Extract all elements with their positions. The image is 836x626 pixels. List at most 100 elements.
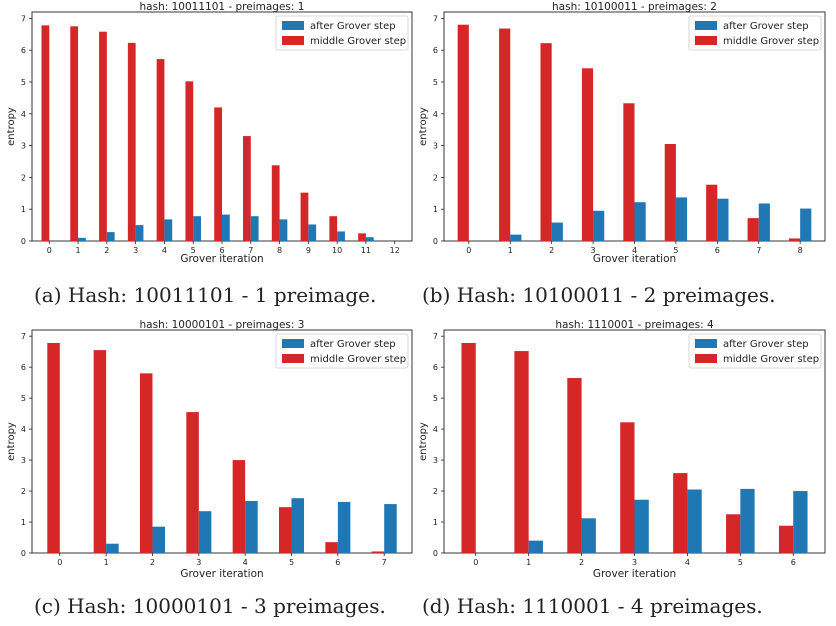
bar-middle-grover xyxy=(243,136,251,241)
bar-after-grover xyxy=(337,501,351,553)
legend-swatch-after xyxy=(282,21,304,30)
y-tick-label: 1 xyxy=(21,518,26,527)
legend-swatch-after xyxy=(282,339,304,348)
y-tick-label: 6 xyxy=(21,363,26,372)
bar-after-grover xyxy=(198,511,212,553)
bar-after-grover xyxy=(337,231,345,241)
bar-middle-grover xyxy=(371,551,385,553)
legend-label-middle: middle Grover step xyxy=(723,354,819,365)
x-tick-label: 3 xyxy=(591,246,596,255)
bar-middle-grover xyxy=(747,218,759,241)
bar-after-grover xyxy=(193,216,201,241)
bar-middle-grover xyxy=(726,514,741,553)
x-tick-label: 1 xyxy=(104,558,109,567)
caption-c: (c) Hash: 10000101 - 3 preimages. xyxy=(34,594,386,618)
y-tick-label: 7 xyxy=(21,332,26,341)
x-tick-label: 5 xyxy=(289,558,294,567)
y-tick-label: 7 xyxy=(433,332,438,341)
chart-c-plot: hash: 10000101 - preimages: 3 0 1 2 3 4 5 6 7 ent… xyxy=(6,317,413,580)
x-tick-label: 5 xyxy=(738,558,743,567)
bar-after-grover xyxy=(634,202,646,241)
legend-label-after: after Grover step xyxy=(310,21,396,32)
bar-middle-grover xyxy=(457,24,469,241)
bar-middle-grover xyxy=(623,103,635,241)
y-tick-label: 4 xyxy=(21,110,26,119)
x-tick-label: 3 xyxy=(632,558,637,567)
bar-after-grover xyxy=(528,540,543,553)
y-tick-label: 2 xyxy=(433,487,438,496)
x-tick-label: 3 xyxy=(196,558,201,567)
y-tick-label: 6 xyxy=(433,46,438,55)
legend-swatch-after xyxy=(695,339,717,348)
x-tick-label: 8 xyxy=(798,246,803,255)
y-tick-label: 1 xyxy=(433,518,438,527)
y-tick-label: 0 xyxy=(21,237,26,246)
bar-middle-grover xyxy=(620,422,635,553)
caption-a: (a) Hash: 10011101 - 1 preimage. xyxy=(34,283,377,307)
x-tick-label: 2 xyxy=(579,558,584,567)
chart-title: hash: 1110001 - preimages: 4 xyxy=(555,319,714,331)
x-axis-label: Grover iteration xyxy=(593,253,676,265)
x-tick-label: 8 xyxy=(277,246,282,255)
x-tick-label: 7 xyxy=(756,246,761,255)
x-tick-label: 1 xyxy=(76,246,81,255)
bar-after-grover xyxy=(793,491,808,553)
bar-middle-grover xyxy=(214,107,222,242)
bar-after-grover xyxy=(551,222,563,241)
y-tick-label: 2 xyxy=(21,173,26,182)
y-tick-label: 3 xyxy=(21,142,26,151)
bar-middle-grover xyxy=(540,43,552,241)
y-tick-label: 4 xyxy=(433,425,438,434)
y-tick-label: 2 xyxy=(433,173,438,182)
bar-after-grover xyxy=(581,518,596,553)
bar-after-grover xyxy=(758,203,770,241)
bar-after-grover xyxy=(740,488,755,553)
legend-swatch-middle xyxy=(282,36,304,45)
x-tick-label: 4 xyxy=(685,558,690,567)
y-tick-label: 3 xyxy=(433,142,438,151)
chart-panel-c: hash: 10000101 - preimages: 3 0 1 2 3 4 5 6 7 ent… xyxy=(0,313,418,626)
bar-after-grover xyxy=(152,526,165,553)
bar-middle-grover xyxy=(41,25,50,241)
chart-title: hash: 10000101 - preimages: 3 xyxy=(140,319,305,331)
bar-after-grover xyxy=(308,224,317,241)
legend-box xyxy=(688,15,822,51)
y-tick-label: 5 xyxy=(21,394,26,403)
bar-after-grover xyxy=(245,500,258,553)
bar-middle-grover xyxy=(778,525,794,553)
y-tick-label: 6 xyxy=(433,363,438,372)
bar-after-grover xyxy=(593,210,605,241)
chart-a-plot: hash: 10011101 - preimages: 101234567ent… xyxy=(6,0,413,265)
y-axis-label: entropy xyxy=(418,422,429,461)
y-tick-label: 2 xyxy=(21,487,26,496)
legend-swatch-middle xyxy=(695,354,717,363)
title-background xyxy=(541,0,728,12)
x-tick-label: 1 xyxy=(508,246,513,255)
bar-middle-grover xyxy=(156,59,165,242)
legend-swatch-after xyxy=(695,21,717,30)
bar-after-grover xyxy=(164,219,173,241)
bar-after-grover xyxy=(687,489,702,553)
legend-label-middle: middle Grover step xyxy=(310,36,406,47)
x-tick-label: 5 xyxy=(673,246,678,255)
bar-middle-grover xyxy=(93,350,107,553)
y-tick-label: 3 xyxy=(433,456,438,465)
x-tick-label: 2 xyxy=(150,558,155,567)
bar-middle-grover xyxy=(325,542,338,553)
bar-middle-grover xyxy=(139,373,153,553)
bar-middle-grover xyxy=(664,143,676,241)
x-tick-label: 6 xyxy=(219,246,224,255)
bar-middle-grover xyxy=(99,31,107,241)
bar-after-grover xyxy=(634,499,649,553)
legend-label-middle: middle Grover step xyxy=(310,354,406,365)
x-tick-label: 5 xyxy=(191,246,196,255)
bar-middle-grover xyxy=(70,26,79,241)
bar-after-grover xyxy=(222,214,230,241)
bar-after-grover xyxy=(250,216,259,241)
y-tick-label: 7 xyxy=(21,14,26,23)
bar-middle-grover xyxy=(788,238,801,241)
plot-frame xyxy=(31,329,413,554)
x-axis-label: Grover iteration xyxy=(180,568,263,580)
x-tick-label: 2 xyxy=(104,246,109,255)
legend-box xyxy=(688,333,822,369)
